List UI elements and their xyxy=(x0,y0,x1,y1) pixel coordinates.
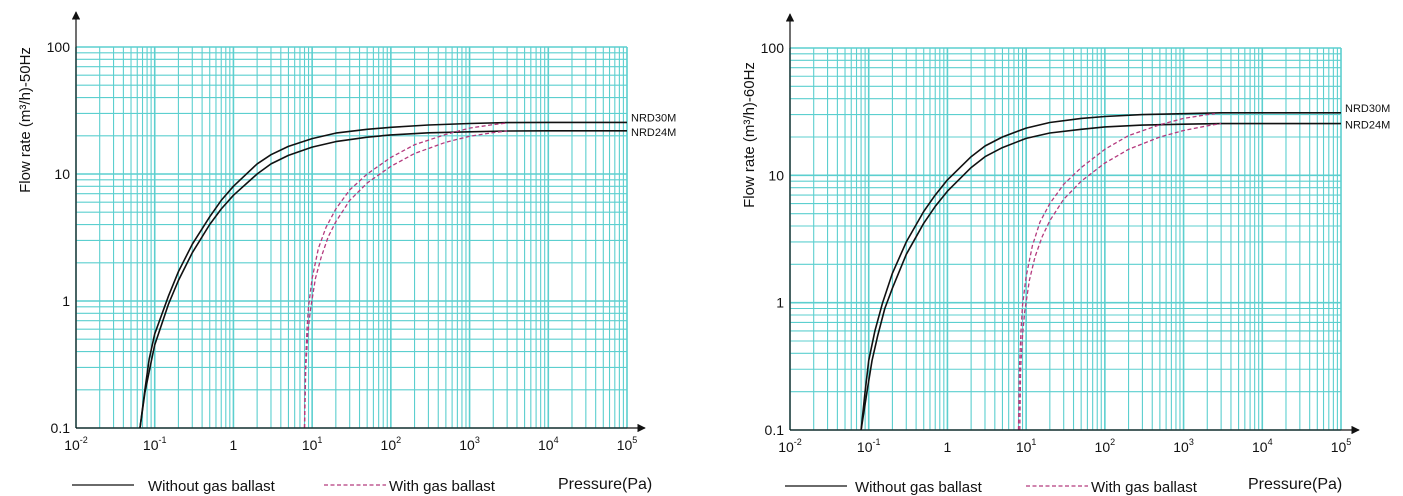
x-tick-label: 10-2 xyxy=(64,435,88,453)
series-label: NRD24M xyxy=(631,127,676,139)
chart-axes xyxy=(785,13,1360,435)
legend-solid-label: Without gas ballast xyxy=(855,479,983,496)
series-line-nrd30m xyxy=(860,112,1341,431)
y-tick-label: 0.1 xyxy=(765,422,785,438)
x-tick-label: 103 xyxy=(459,435,480,453)
y-tick-label: 10 xyxy=(54,166,70,182)
series-line-gas-ballast xyxy=(303,122,508,429)
y-tick-label: 100 xyxy=(761,40,785,56)
y-tick-label: 0.1 xyxy=(51,420,71,436)
x-tick-label: 102 xyxy=(1095,437,1116,455)
series-line-gas-ballast xyxy=(303,130,508,429)
x-tick-label: 102 xyxy=(381,435,402,453)
series-line-nrd24m xyxy=(139,130,627,429)
x-tick-label: 10-1 xyxy=(857,437,881,455)
y-tick-label: 100 xyxy=(47,39,71,55)
x-tick-label: 101 xyxy=(1016,437,1037,455)
chart-tick-labels: 0.1 1 10 100 10-2 10-1 1 101 102 103 104 105 xyxy=(47,39,638,453)
x-tick-label: 104 xyxy=(538,435,559,453)
x-tick-label: 1 xyxy=(944,439,952,455)
legend-dashed-label: With gas ballast xyxy=(389,478,496,495)
y-tick-label: 1 xyxy=(62,293,70,309)
chart-series xyxy=(860,112,1341,431)
chart-axes xyxy=(71,11,646,433)
series-line-nrd24m xyxy=(860,122,1341,431)
x-tick-label: 10-2 xyxy=(778,437,802,455)
y-tick-label: 1 xyxy=(776,295,784,311)
x-tick-label: 103 xyxy=(1173,437,1194,455)
x-tick-label: 101 xyxy=(302,435,323,453)
series-labels: NRD30M NRD24M xyxy=(631,112,676,138)
series-label: NRD24M xyxy=(1345,120,1390,132)
chart-series xyxy=(139,121,627,429)
y-axis-title: Flow rate (m³/h)-60Hz xyxy=(741,62,758,208)
chart-grid xyxy=(789,47,1342,431)
series-label: NRD30M xyxy=(631,112,676,124)
y-tick-label: 10 xyxy=(768,167,784,183)
x-axis-title: Pressure(Pa) xyxy=(558,476,652,493)
series-line-gas-ballast xyxy=(1017,113,1215,431)
chart-tick-labels: 0.1 1 10 100 10-2 10-1 1 101 102 103 104 105 xyxy=(761,40,1352,455)
x-tick-label: 1 xyxy=(230,437,238,453)
series-line-gas-ballast xyxy=(1019,122,1222,431)
series-line-nrd30m xyxy=(139,121,627,429)
series-labels: NRD30M NRD24M xyxy=(1345,103,1390,132)
legend-dashed-label: With gas ballast xyxy=(1091,479,1198,496)
flow-rate-chart-50hz: 0.1 1 10 100 10-2 10-1 1 101 102 103 104 105 NRD30M… xyxy=(17,11,676,495)
flow-rate-chart-60hz: 0.1 1 10 100 10-2 10-1 1 101 102 103 104 105 NRD30M… xyxy=(741,13,1390,496)
x-tick-label: 105 xyxy=(617,435,638,453)
x-tick-label: 104 xyxy=(1252,437,1273,455)
series-label: NRD30M xyxy=(1345,103,1390,115)
chart-grid xyxy=(75,46,628,429)
x-tick-label: 10-1 xyxy=(143,435,167,453)
legend-solid-label: Without gas ballast xyxy=(148,478,276,495)
x-tick-label: 105 xyxy=(1331,437,1352,455)
y-axis-title: Flow rate (m³/h)-50Hz xyxy=(17,47,34,193)
x-axis-title: Pressure(Pa) xyxy=(1248,476,1342,493)
